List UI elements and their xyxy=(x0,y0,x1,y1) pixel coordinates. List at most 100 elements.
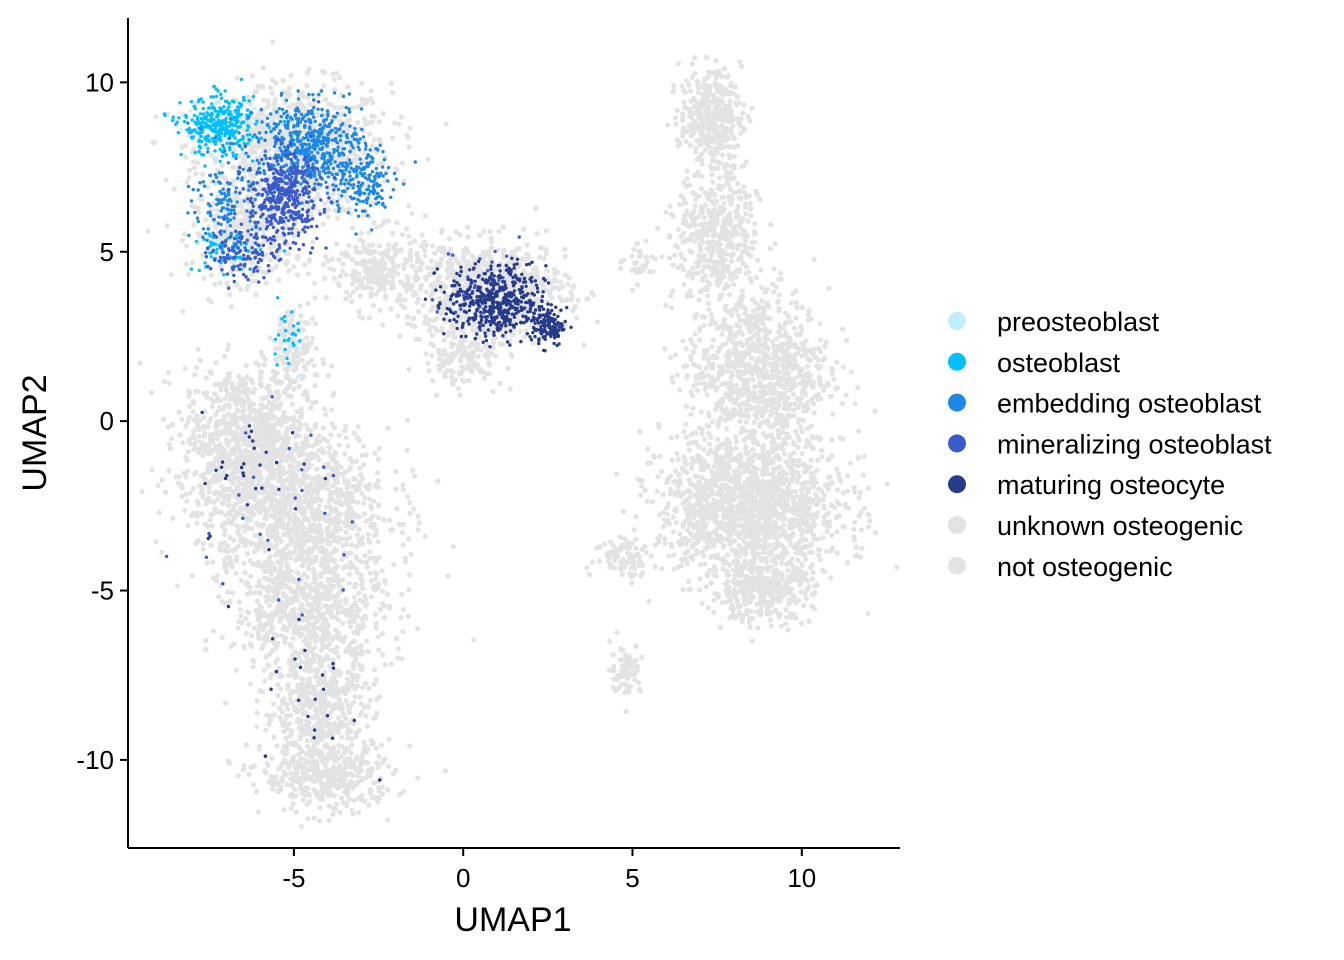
background-cell-point xyxy=(400,487,406,493)
background-cell-point xyxy=(298,406,304,412)
background-cell-point xyxy=(281,507,287,513)
background-cell-point xyxy=(273,389,279,395)
background-cell-point xyxy=(337,75,343,81)
background-cell-point xyxy=(166,380,172,386)
background-cell-point xyxy=(263,621,269,627)
background-cell-point xyxy=(299,553,305,559)
background-cell-point xyxy=(227,555,233,561)
background-cell-point xyxy=(530,286,536,292)
background-cell-point xyxy=(371,521,377,528)
background-cell-point xyxy=(296,752,302,758)
background-cell-point xyxy=(346,571,352,577)
background-cell-point xyxy=(205,184,211,190)
background-cell-point xyxy=(284,782,290,788)
background-cell-point xyxy=(305,344,312,350)
background-cell-point xyxy=(374,470,380,476)
background-cell-point xyxy=(378,139,384,145)
background-cell-point xyxy=(377,606,383,612)
background-cell-point xyxy=(252,590,258,596)
background-cell-point xyxy=(337,809,343,816)
background-cell-point xyxy=(339,774,345,780)
background-cell-point xyxy=(364,723,371,730)
background-cell-point xyxy=(360,586,366,592)
background-cell-point xyxy=(160,416,166,422)
background-cell-point xyxy=(299,693,305,700)
background-cell-point xyxy=(355,153,361,159)
background-cell-point xyxy=(374,696,380,703)
background-cell-point xyxy=(341,609,347,616)
background-cell-point xyxy=(192,372,198,378)
background-cell-point xyxy=(241,536,247,543)
background-cell-point xyxy=(310,701,316,707)
background-cell-point xyxy=(278,560,285,566)
background-cell-point xyxy=(246,507,252,514)
background-cell-point xyxy=(211,499,217,505)
background-cell-point xyxy=(405,134,411,140)
background-cell-point xyxy=(312,383,318,389)
background-cell-point xyxy=(354,677,360,683)
background-cell-point xyxy=(337,105,343,111)
background-cell-point xyxy=(209,403,215,410)
background-cell-point xyxy=(193,540,199,547)
background-cell-point xyxy=(287,549,293,555)
background-cell-point xyxy=(326,803,332,809)
background-cell-point xyxy=(304,584,310,590)
background-cell-point xyxy=(240,404,246,410)
background-cell-point xyxy=(268,443,274,449)
background-cell-point xyxy=(360,615,366,621)
background-cell-point xyxy=(268,120,274,126)
background-cell-point xyxy=(185,522,191,529)
background-cell-point xyxy=(336,617,342,623)
background-cell-point xyxy=(266,778,272,784)
background-cell-point xyxy=(183,143,189,149)
background-cell-point xyxy=(229,258,235,265)
background-cell-point xyxy=(294,475,300,481)
background-cell-point xyxy=(290,102,296,108)
background-cell-point xyxy=(422,533,428,540)
background-cell-point xyxy=(280,77,286,84)
background-cell-point xyxy=(263,598,270,604)
background-cell-point xyxy=(279,584,285,590)
background-cell-point xyxy=(284,726,291,732)
background-cell-point xyxy=(218,264,224,270)
background-cell-point xyxy=(285,372,291,378)
background-cell-point xyxy=(414,626,420,632)
background-cell-point xyxy=(210,559,216,565)
background-cell-point xyxy=(313,441,319,447)
background-cell-point xyxy=(267,388,273,394)
background-cell-point xyxy=(326,722,332,728)
background-cell-point xyxy=(376,795,382,801)
background-cell-point xyxy=(187,490,193,496)
background-cell-point xyxy=(234,165,240,171)
background-cell-point xyxy=(213,424,219,430)
background-cell-point xyxy=(317,777,323,783)
background-cell-point xyxy=(361,511,367,517)
background-cell-point xyxy=(238,607,244,613)
background-cell-point xyxy=(299,823,305,830)
background-cell-point xyxy=(236,510,242,516)
background-cell-point xyxy=(236,373,242,379)
background-cell-point xyxy=(291,264,297,270)
background-cell-point xyxy=(193,437,199,443)
background-cell-point xyxy=(250,658,256,664)
background-cell-point xyxy=(283,713,290,719)
background-cell-point xyxy=(187,440,193,447)
background-cell-point xyxy=(323,785,329,791)
background-cell-point xyxy=(328,772,334,778)
background-cell-point xyxy=(226,342,232,348)
background-cell-point xyxy=(309,560,315,566)
background-cell-point xyxy=(272,566,278,572)
background-cell-point xyxy=(265,479,271,485)
background-cell-point xyxy=(290,635,296,641)
background-cell-point xyxy=(372,587,378,593)
background-cell-point xyxy=(303,422,309,428)
background-cell-point xyxy=(280,481,286,487)
background-cell-point xyxy=(270,475,276,481)
background-cell-point xyxy=(333,749,339,755)
background-cell-point xyxy=(348,750,354,756)
background-cell-point xyxy=(367,549,373,555)
background-cell-point xyxy=(343,722,349,728)
background-cell-point xyxy=(189,260,195,266)
background-cell-point xyxy=(246,621,252,627)
